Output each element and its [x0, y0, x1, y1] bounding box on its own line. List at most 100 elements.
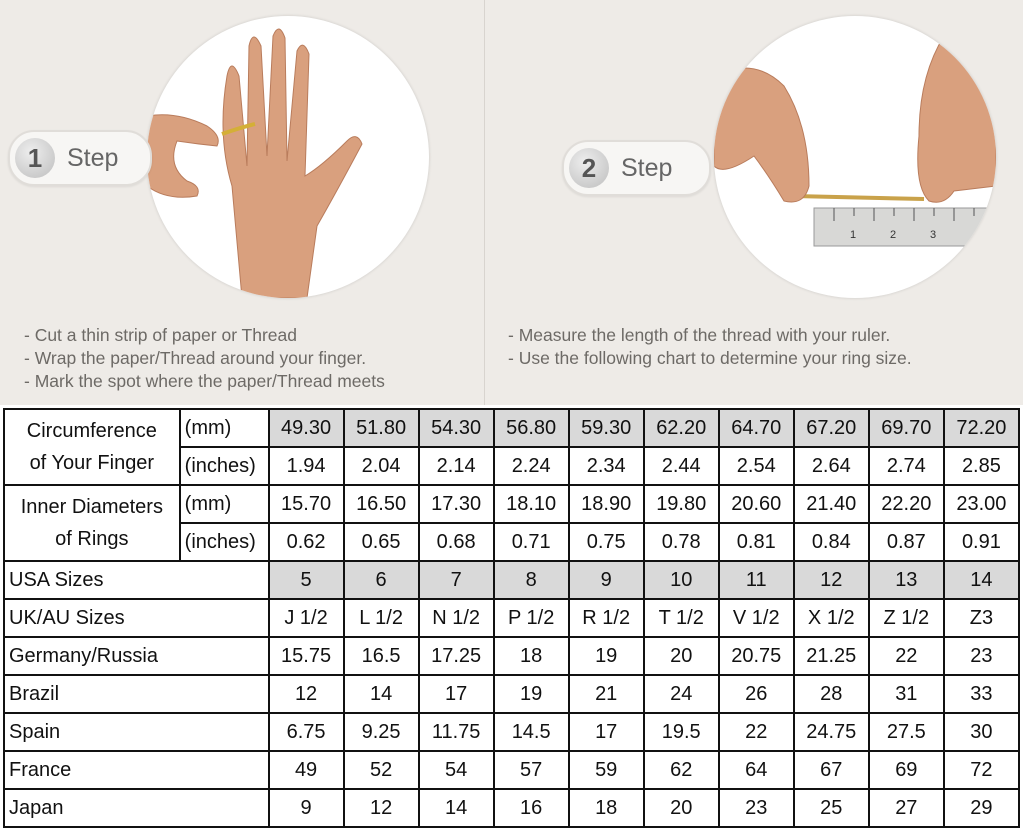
table-cell: 12 [792, 560, 870, 600]
table-cell: 30 [942, 712, 1021, 752]
step-label: Step [67, 143, 119, 172]
table-cell: 64 [717, 750, 795, 790]
table-cell: 51.80 [342, 408, 420, 448]
table-cell: 24.75 [792, 712, 870, 752]
table-cell: T 1/2 [642, 598, 720, 638]
table-cell: 14 [417, 788, 495, 828]
table-cell: 17.30 [417, 484, 495, 524]
table-cell: 19 [492, 674, 570, 714]
table-row: (inches) 0.62 0.65 0.68 0.71 0.75 0.78 0.81 0.84… [4, 522, 1021, 562]
row-label: USA Sizes [3, 560, 270, 600]
unit-label: (mm) [178, 484, 270, 524]
table-cell: V 1/2 [717, 598, 795, 638]
unit-label: (mm) [178, 408, 270, 448]
table-cell: 0.84 [792, 522, 870, 562]
table-cell: 5 [267, 560, 345, 600]
table-cell: 8 [492, 560, 570, 600]
instruction-line: - Cut a thin strip of paper or Thread [24, 325, 298, 345]
ruler-thread-photo: 1 2 3 [714, 16, 996, 298]
table-cell: 0.87 [867, 522, 945, 562]
row-group-label: Inner Diameters of Rings [3, 484, 181, 562]
step-1-instructions: - Cut a thin strip of paper or Thread - … [24, 324, 385, 393]
table-cell: 23.00 [942, 484, 1021, 524]
table-cell: 27.5 [867, 712, 945, 752]
table-cell: 64.70 [717, 408, 795, 448]
table-cell: 27 [867, 788, 945, 828]
table-cell: 69.70 [867, 408, 945, 448]
table-cell: 18.10 [492, 484, 570, 524]
table-cell: 25 [792, 788, 870, 828]
table-row: France 49 52 54 57 59 62 64 67 69 72 [3, 750, 1021, 790]
table-cell: 2.85 [942, 446, 1021, 486]
step-number: 1 [15, 138, 55, 178]
table-cell: 12 [267, 674, 345, 714]
step-2-instructions: - Measure the length of the thread with … [508, 324, 912, 370]
table-cell: 20 [642, 636, 720, 676]
ruler-tick-label: 3 [930, 229, 936, 241]
table-cell: X 1/2 [792, 598, 870, 638]
table-cell: L 1/2 [342, 598, 420, 638]
table-cell: 49 [267, 750, 345, 790]
table-cell: 1.94 [267, 446, 345, 486]
table-row: Inner Diameters of Rings (mm) 15.70 16.50 17.… [3, 484, 1021, 562]
unit-label: (inches) [178, 446, 270, 486]
table-cell: 2.74 [867, 446, 945, 486]
table-cell: 2.44 [642, 446, 720, 486]
table-cell: 26 [717, 674, 795, 714]
table-cell: 6.75 [267, 712, 345, 752]
table-cell: 2.14 [417, 446, 495, 486]
group-label-line: of Rings [55, 528, 129, 550]
table-cell: 12 [342, 788, 420, 828]
table-cell: 67.20 [792, 408, 870, 448]
table-cell: 20.60 [717, 484, 795, 524]
table-cell: 31 [867, 674, 945, 714]
table-cell: 33 [942, 674, 1021, 714]
instruction-line: - Measure the length of the thread with … [508, 325, 891, 345]
instructions-panel: 1 Step - Cut a thin strip of paper or Th… [0, 0, 1023, 405]
table-cell: 56.80 [492, 408, 570, 448]
table-cell: 2.54 [717, 446, 795, 486]
instruction-line: - Mark the spot where the paper/Thread m… [24, 371, 385, 391]
row-label: UK/AU Sizes [3, 598, 270, 638]
table-cell: 0.81 [717, 522, 795, 562]
table-cell: 0.78 [642, 522, 720, 562]
table-cell: 15.75 [267, 636, 345, 676]
table-row: Spain 6.75 9.25 11.75 14.5 17 19.5 22 24.75 27.5 3… [3, 712, 1021, 752]
table-cell: 67 [792, 750, 870, 790]
table-cell: 0.65 [342, 522, 420, 562]
table-cell: 16.5 [342, 636, 420, 676]
table-cell: 9 [567, 560, 645, 600]
table-cell: 18 [567, 788, 645, 828]
table-cell: 7 [417, 560, 495, 600]
table-row: UK/AU Sizes J 1/2 L 1/2 N 1/2 P 1/2 R 1/2 T 1/… [3, 598, 1021, 638]
ruler-tick-label: 1 [850, 229, 856, 241]
table-cell: 2.24 [492, 446, 570, 486]
table-row: (inches) 1.94 2.04 2.14 2.24 2.34 2.44 2.54 2.64… [4, 446, 1021, 486]
table-cell: 19.80 [642, 484, 720, 524]
row-group-label: Circumference of Your Finger [3, 408, 181, 486]
table-cell: 15.70 [267, 484, 345, 524]
table-row: Japan 9 12 14 16 18 20 23 25 27 29 [3, 788, 1021, 828]
table-cell: 20 [642, 788, 720, 828]
instruction-line: - Wrap the paper/Thread around your fing… [24, 348, 367, 368]
table-cell: 23 [942, 636, 1021, 676]
ruler-tick-label: 2 [890, 229, 896, 241]
table-cell: 13 [867, 560, 945, 600]
group-label-line: of Your Finger [29, 452, 155, 474]
table-cell: 19 [567, 636, 645, 676]
table-cell: 21 [567, 674, 645, 714]
table-cell: 29 [942, 788, 1021, 828]
step-1-badge: 1 Step [8, 130, 152, 186]
table-cell: 52 [342, 750, 420, 790]
table-cell: 10 [642, 560, 720, 600]
table-row: USA Sizes 5 6 7 8 9 10 11 12 13 14 [3, 560, 1021, 600]
table-cell: 2.34 [567, 446, 645, 486]
table-cell: 24 [642, 674, 720, 714]
table-cell: Z3 [942, 598, 1021, 638]
table-cell: 19.5 [642, 712, 720, 752]
table-cell: 72.20 [942, 408, 1021, 448]
table-cell: 14.5 [492, 712, 570, 752]
table-cell: N 1/2 [417, 598, 495, 638]
table-cell: 28 [792, 674, 870, 714]
panel-divider [484, 0, 485, 405]
